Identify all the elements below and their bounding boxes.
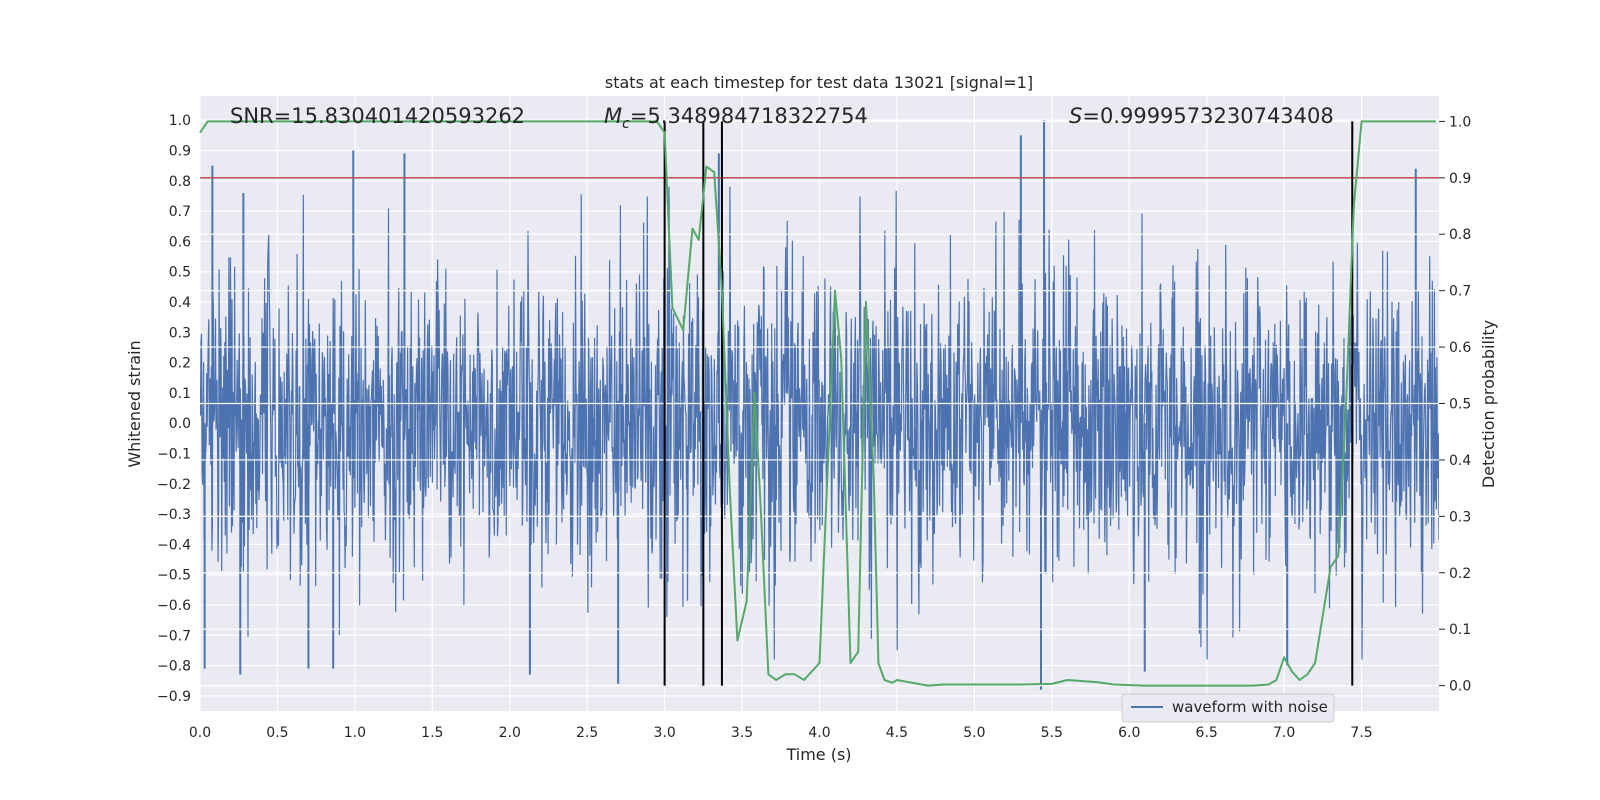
mc-symbol: M <box>604 104 622 128</box>
y-tick-label: 0.1 <box>169 386 191 402</box>
x-tick-label: 1.0 <box>344 725 366 741</box>
legend-label: waveform with noise <box>1172 698 1328 716</box>
y-tick-label: 0.5 <box>169 265 191 281</box>
legend-box <box>1121 693 1335 723</box>
y-axis-right-label: Detection probability <box>1479 320 1498 488</box>
x-tick-label: 5.5 <box>1041 725 1063 741</box>
x-tick-label: 4.5 <box>886 725 908 741</box>
x-tick-label: 7.5 <box>1350 725 1372 741</box>
y-tick-label: 0.9 <box>169 144 191 160</box>
y-tick-label: 0.7 <box>169 204 191 220</box>
x-tick-label: 1.5 <box>421 725 443 741</box>
detection-probability-line <box>199 120 1436 687</box>
y-right-tick-label: 0.5 <box>1449 397 1471 413</box>
x-tick-label: 5.0 <box>963 725 985 741</box>
waveform-series <box>200 186 1439 660</box>
y-tick-label: −0.7 <box>157 628 191 644</box>
mc-subscript: c <box>622 116 630 132</box>
y-right-tick-label: 0.2 <box>1449 566 1471 582</box>
y-tick-label: 1.0 <box>169 113 191 129</box>
y-tick-label: 0.3 <box>169 325 191 341</box>
s-annotation: S=0.9999573230743408 <box>1069 104 1334 128</box>
x-tick-label: 3.0 <box>653 725 675 741</box>
waveform-layer <box>200 120 1439 690</box>
y-tick-label: 0.8 <box>169 174 191 190</box>
y-tick-label: −0.2 <box>157 477 191 493</box>
y-tick-label: 0.6 <box>169 234 191 250</box>
y-right-tick-label: 0.4 <box>1449 453 1471 469</box>
x-tick-label: 7.0 <box>1273 725 1295 741</box>
s-symbol: S <box>1069 104 1082 128</box>
y-tick-label: −0.5 <box>157 568 191 584</box>
y-tick-label: 0.0 <box>169 416 191 432</box>
mc-value: =5.348984718322754 <box>630 104 868 128</box>
y-right-tick-label: 0.9 <box>1449 171 1471 187</box>
x-tick-label: 0.5 <box>266 725 288 741</box>
y-tick-label: −0.8 <box>157 659 191 675</box>
x-tick-label: 6.0 <box>1118 725 1140 741</box>
y-tick-label: −0.6 <box>157 598 191 614</box>
x-tick-label: 2.0 <box>499 725 521 741</box>
chart-title: stats at each timestep for test data 130… <box>605 73 1033 92</box>
y-right-tick-label: 0.3 <box>1449 509 1471 525</box>
y-axis-label: Whitened strain <box>125 340 144 467</box>
y-tick-label: −0.1 <box>157 446 191 462</box>
y-tick-label: −0.3 <box>157 507 191 523</box>
y-tick-label: 0.4 <box>169 295 191 311</box>
x-tick-label: 6.5 <box>1196 725 1218 741</box>
ticks-layer: 0.0 0.5 1.0 1.5 2.0 2.5 3.0 3.5 4.0 4.5 5.0 5.5 6.0 6… <box>157 113 1471 741</box>
legend: waveform with noise <box>1121 693 1335 723</box>
y-tick-label: 0.2 <box>169 356 191 372</box>
y-right-tick-label: 0.7 <box>1449 284 1471 300</box>
chirp-mass-annotation: Mc=5.348984718322754 <box>604 104 868 132</box>
x-tick-label: 2.5 <box>576 725 598 741</box>
snr-annotation: SNR=15.830401420593262 <box>230 104 525 128</box>
y-tick-label: −0.9 <box>157 689 191 705</box>
x-tick-label: 0.0 <box>189 725 211 741</box>
y-right-tick-label: 0.0 <box>1449 679 1471 695</box>
overlay-layer <box>199 120 1439 687</box>
s-value: =0.9999573230743408 <box>1082 104 1333 128</box>
x-tick-label: 4.0 <box>808 725 830 741</box>
y-tick-label: −0.4 <box>157 537 191 553</box>
x-axis-label: Time (s) <box>785 745 851 764</box>
y-right-tick-label: 1.0 <box>1449 114 1471 130</box>
y-right-tick-label: 0.6 <box>1449 340 1471 356</box>
y-right-tick-label: 0.8 <box>1449 227 1471 243</box>
y-right-tick-label: 0.1 <box>1449 622 1471 638</box>
x-tick-label: 3.5 <box>731 725 753 741</box>
right-grid-layer <box>200 120 1439 687</box>
